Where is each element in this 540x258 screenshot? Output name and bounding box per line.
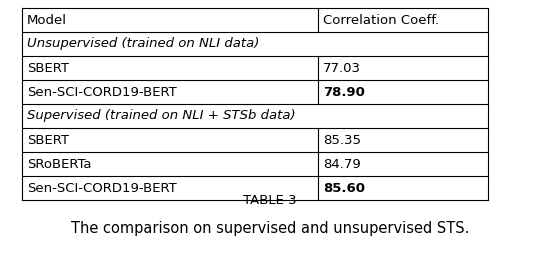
Text: 84.79: 84.79 [323, 157, 361, 171]
Text: 85.35: 85.35 [323, 133, 361, 147]
Text: Sen-SCI-CORD19-BERT: Sen-SCI-CORD19-BERT [27, 181, 177, 195]
Text: The comparison on supervised and unsupervised STS.: The comparison on supervised and unsuper… [71, 221, 469, 236]
Text: SBERT: SBERT [27, 133, 69, 147]
Text: 78.90: 78.90 [323, 85, 365, 99]
Text: SBERT: SBERT [27, 61, 69, 75]
Text: TABLE 3: TABLE 3 [243, 194, 297, 206]
Text: Correlation Coeff.: Correlation Coeff. [323, 13, 439, 27]
Text: Supervised (trained on NLI + STSb data): Supervised (trained on NLI + STSb data) [27, 109, 295, 123]
Text: 77.03: 77.03 [323, 61, 361, 75]
Text: Unsupervised (trained on NLI data): Unsupervised (trained on NLI data) [27, 37, 259, 51]
Text: SRoBERTa: SRoBERTa [27, 157, 91, 171]
Text: Sen-SCI-CORD19-BERT: Sen-SCI-CORD19-BERT [27, 85, 177, 99]
Text: Model: Model [27, 13, 67, 27]
Text: 85.60: 85.60 [323, 181, 365, 195]
